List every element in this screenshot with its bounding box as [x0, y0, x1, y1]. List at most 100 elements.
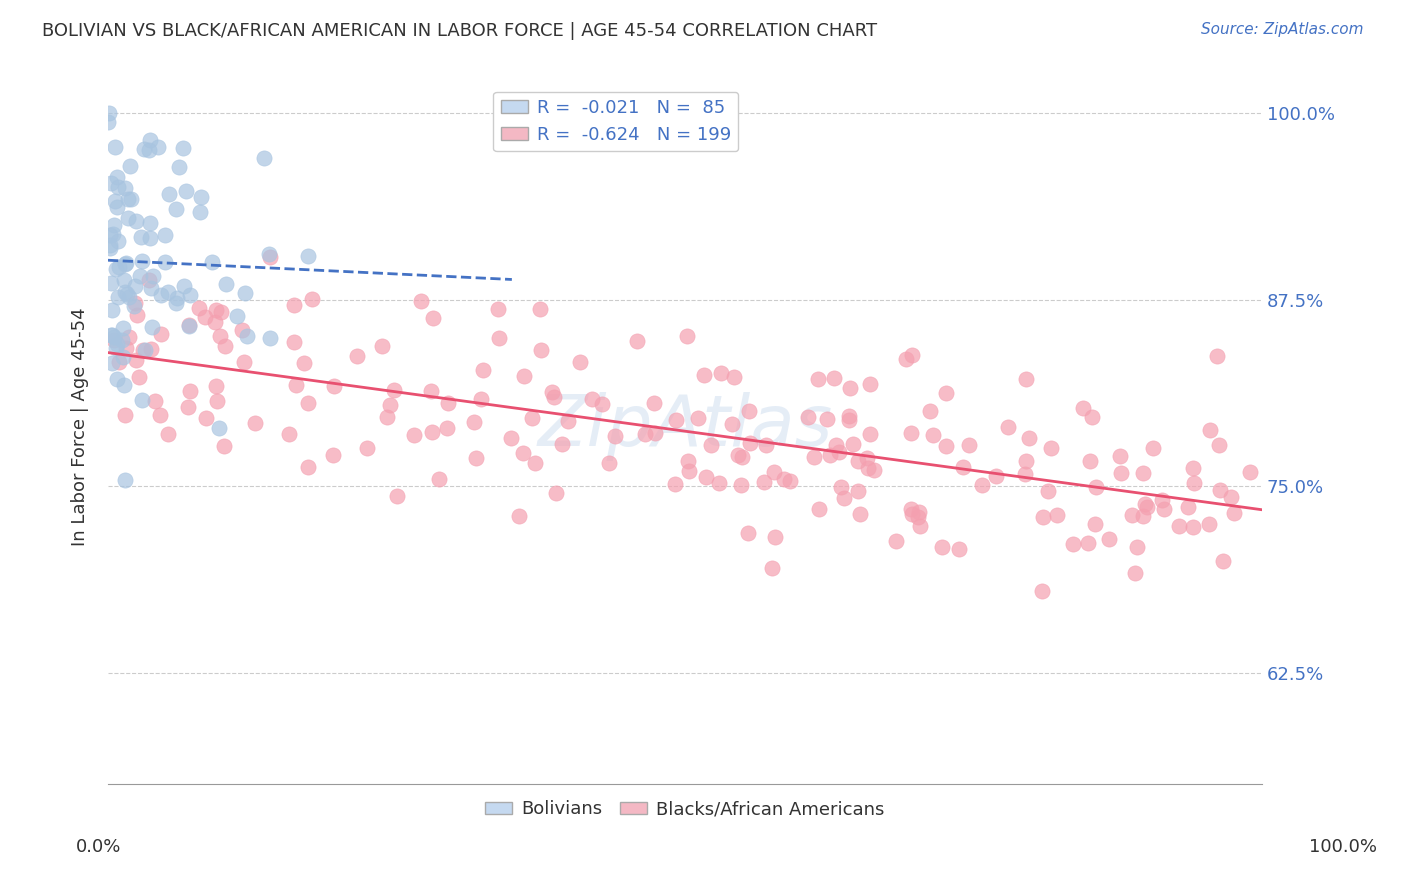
Point — [107, 235, 129, 249]
Point — [378, 398, 401, 412]
Point — [382, 384, 405, 398]
Point — [371, 338, 394, 352]
Point — [375, 409, 398, 424]
Point — [463, 415, 485, 429]
Point — [112, 273, 135, 287]
Point — [1078, 454, 1101, 468]
Point — [838, 413, 860, 427]
Point — [529, 301, 551, 316]
Point — [1198, 423, 1220, 437]
Point — [522, 411, 544, 425]
Point — [730, 478, 752, 492]
Point — [422, 310, 444, 325]
Point — [131, 392, 153, 407]
Point — [721, 417, 744, 431]
Point — [823, 370, 845, 384]
Point — [177, 400, 200, 414]
Point — [1150, 493, 1173, 508]
Point — [101, 227, 124, 241]
Point — [901, 348, 924, 362]
Point — [896, 352, 918, 367]
Point — [935, 386, 957, 401]
Point — [1015, 454, 1038, 468]
Point — [105, 200, 128, 214]
Point — [150, 288, 173, 302]
Point — [214, 277, 236, 291]
Text: ZipAtlas: ZipAtlas — [537, 392, 832, 461]
Point — [205, 378, 228, 392]
Point — [179, 384, 201, 398]
Point — [257, 247, 280, 261]
Point — [643, 396, 665, 410]
Point — [214, 439, 236, 453]
Point — [122, 299, 145, 313]
Point — [107, 290, 129, 304]
Point — [541, 385, 564, 400]
Point — [101, 302, 124, 317]
Point — [114, 473, 136, 487]
Point — [1132, 508, 1154, 523]
Point — [187, 301, 209, 315]
Point — [112, 378, 135, 392]
Point — [488, 331, 510, 345]
Point — [797, 410, 820, 425]
Point — [125, 214, 148, 228]
Point — [486, 302, 509, 317]
Point — [165, 296, 187, 310]
Point — [1182, 475, 1205, 490]
Point — [884, 533, 907, 548]
Point — [842, 436, 865, 450]
Point — [107, 179, 129, 194]
Point — [149, 408, 172, 422]
Point — [165, 202, 187, 216]
Point — [1032, 509, 1054, 524]
Point — [1208, 438, 1230, 452]
Point — [139, 231, 162, 245]
Point — [1239, 465, 1261, 479]
Point — [1168, 518, 1191, 533]
Point — [465, 450, 488, 465]
Point — [173, 279, 195, 293]
Point — [499, 431, 522, 445]
Point — [908, 518, 931, 533]
Point — [322, 379, 344, 393]
Point — [436, 396, 458, 410]
Point — [763, 530, 786, 544]
Point — [103, 330, 125, 344]
Point — [807, 372, 830, 386]
Point — [205, 303, 228, 318]
Point — [755, 438, 778, 452]
Point — [1223, 506, 1246, 520]
Point — [115, 256, 138, 270]
Point — [543, 390, 565, 404]
Point — [1142, 441, 1164, 455]
Point — [114, 341, 136, 355]
Point — [283, 335, 305, 350]
Point — [143, 393, 166, 408]
Point — [676, 454, 699, 468]
Point — [150, 326, 173, 341]
Point — [157, 186, 180, 201]
Point — [568, 355, 591, 369]
Point — [297, 396, 319, 410]
Point — [124, 279, 146, 293]
Point — [124, 295, 146, 310]
Point — [100, 176, 122, 190]
Point — [693, 368, 716, 383]
Point — [118, 330, 141, 344]
Point — [678, 464, 700, 478]
Point — [108, 260, 131, 275]
Point — [112, 321, 135, 335]
Point — [1121, 508, 1143, 522]
Point — [907, 510, 929, 524]
Point — [830, 480, 852, 494]
Point — [100, 327, 122, 342]
Point — [141, 320, 163, 334]
Point — [259, 331, 281, 345]
Point — [557, 414, 579, 428]
Point — [114, 257, 136, 271]
Point — [921, 428, 943, 442]
Point — [153, 227, 176, 242]
Y-axis label: In Labor Force | Age 45-54: In Labor Force | Age 45-54 — [72, 307, 89, 546]
Point — [179, 318, 201, 333]
